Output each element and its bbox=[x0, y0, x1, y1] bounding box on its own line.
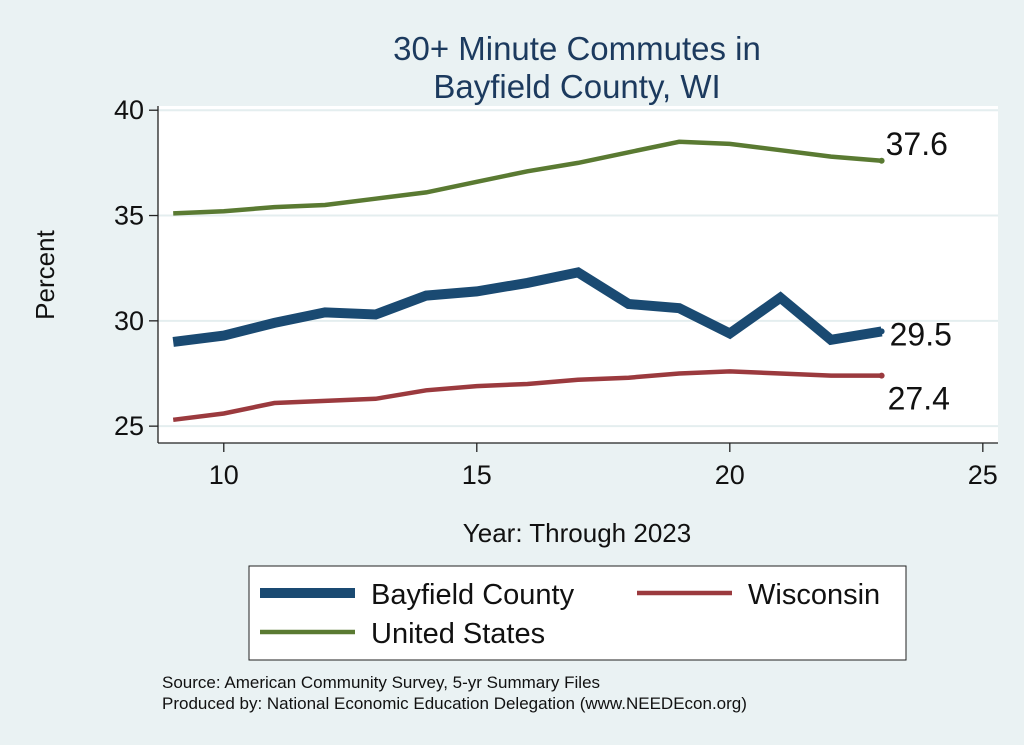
x-tick-label: 20 bbox=[715, 460, 745, 490]
x-tick-label: 25 bbox=[968, 460, 998, 490]
end-labels: 29.5 27.4 37.6 bbox=[886, 126, 952, 417]
x-tick-label: 10 bbox=[209, 460, 239, 490]
x-tick-label: 15 bbox=[462, 460, 492, 490]
y-tick-label: 35 bbox=[114, 201, 144, 231]
y-tick-label: 30 bbox=[114, 306, 144, 336]
y-axis-title: Percent bbox=[30, 229, 60, 319]
source-note: Source: American Community Survey, 5-yr … bbox=[162, 673, 600, 692]
chart-title-line-2: Bayfield County, WI bbox=[433, 68, 720, 105]
end-point-wisconsin bbox=[878, 372, 885, 379]
series-lines bbox=[172, 139, 885, 423]
end-point-united-states bbox=[878, 157, 885, 164]
chart-title-line-1: 30+ Minute Commutes in bbox=[393, 30, 761, 67]
x-axis-title: Year: Through 2023 bbox=[463, 518, 691, 548]
series-line-bayfield bbox=[172, 267, 883, 347]
legend-label-bayfield: Bayfield County bbox=[371, 579, 575, 611]
end-label-united-states: 37.6 bbox=[886, 126, 948, 162]
end-label-bayfield: 29.5 bbox=[890, 316, 952, 352]
series-line-wisconsin bbox=[172, 369, 882, 423]
legend-box bbox=[248, 565, 907, 661]
legend: Bayfield County Wisconsin United States bbox=[248, 565, 907, 661]
series-line-united-states bbox=[173, 139, 882, 216]
end-point-bayfield bbox=[878, 328, 885, 335]
produced-by-note: Produced by: National Economic Education… bbox=[162, 694, 747, 713]
legend-label-wisconsin: Wisconsin bbox=[748, 579, 880, 611]
y-tick-label: 25 bbox=[114, 411, 144, 441]
end-label-wisconsin: 27.4 bbox=[888, 381, 950, 417]
legend-label-united-states: United States bbox=[371, 618, 545, 650]
y-tick-label: 40 bbox=[114, 95, 144, 125]
axes: 25 30 35 40 10 15 20 25 bbox=[114, 95, 998, 490]
